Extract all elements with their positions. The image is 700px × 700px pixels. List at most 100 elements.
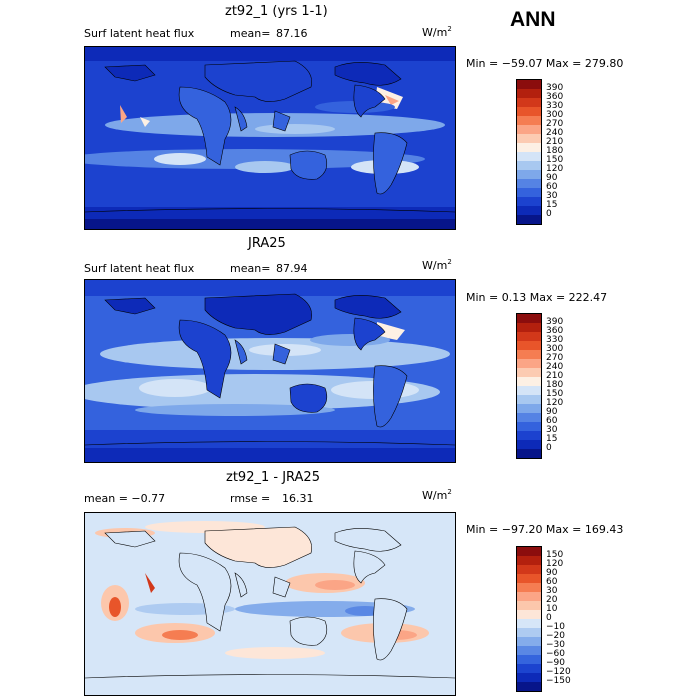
colorbar-tick-label: 60: [546, 182, 558, 192]
colorbar-tick-label: 30: [546, 425, 558, 435]
panel-3-mean-text: mean = −0.77: [84, 492, 166, 505]
colorbar-tick-label: 60: [546, 577, 558, 587]
colorbar-tick-label: 120: [546, 398, 564, 408]
colorbar-tick-label: 390: [546, 83, 564, 93]
colorbar-tick-label: 240: [546, 362, 564, 372]
panel-2-field-label: Surf latent heat flux: [84, 262, 195, 275]
colorbar-swatch: [517, 637, 541, 646]
panel-2-mean-label: mean=: [230, 262, 271, 275]
colorbar-tick-label: 0: [546, 209, 552, 219]
colorbar-swatch: [517, 556, 541, 565]
panel-3-rmse-label: rmse =: [230, 492, 271, 505]
panel-1-minmax: Min = −59.07 Max = 279.80: [466, 57, 624, 70]
colorbar-tick-label: 300: [546, 110, 564, 120]
colorbar-tick-label: 150: [546, 389, 564, 399]
colorbar-tick-label: 90: [546, 407, 558, 417]
colorbar-swatch: [517, 152, 541, 161]
panel-3-rmse-value: 16.31: [282, 492, 314, 505]
colorbar-tick-label: −90: [546, 658, 565, 668]
colorbar-tick-label: −10: [546, 622, 565, 632]
panel-1-field-label: Surf latent heat flux: [84, 27, 195, 40]
colorbar-tick-label: 210: [546, 371, 564, 381]
colorbar-swatch: [517, 197, 541, 206]
colorbar-tick-label: 330: [546, 335, 564, 345]
colorbar-tick-label: −30: [546, 640, 565, 650]
colorbar-tick-label: −20: [546, 631, 565, 641]
colorbar-swatch: [517, 107, 541, 116]
season-label: ANN: [510, 8, 556, 31]
colorbar-tick-label: 150: [546, 155, 564, 165]
colorbar-swatch: [517, 350, 541, 359]
colorbar-tick-label: 15: [546, 200, 558, 210]
colorbar-swatch: [517, 610, 541, 619]
panel-2-unit: W/m2: [422, 258, 452, 272]
panel-2-colorbar: [516, 313, 542, 459]
colorbar-swatch: [517, 134, 541, 143]
panel-1-colorbar: [516, 79, 542, 225]
colorbar-swatch: [517, 592, 541, 601]
colorbar-tick-label: 210: [546, 137, 564, 147]
panel-1-mean-label: mean=: [230, 27, 271, 40]
colorbar-swatch: [517, 655, 541, 664]
colorbar-tick-label: 10: [546, 604, 558, 614]
colorbar-tick-label: 90: [546, 173, 558, 183]
colorbar-tick-label: −150: [546, 676, 571, 686]
colorbar-tick-label: 30: [546, 191, 558, 201]
colorbar-tick-label: −120: [546, 667, 571, 677]
colorbar-tick-label: 300: [546, 344, 564, 354]
colorbar-swatch: [517, 188, 541, 197]
colorbar-swatch: [517, 395, 541, 404]
colorbar-swatch: [517, 170, 541, 179]
colorbar-tick-label: 90: [546, 568, 558, 578]
colorbar-swatch: [517, 682, 541, 691]
colorbar-tick-label: 240: [546, 128, 564, 138]
colorbar-swatch: [517, 673, 541, 682]
colorbar-swatch: [517, 377, 541, 386]
colorbar-swatch: [517, 431, 541, 440]
colorbar-swatch: [517, 179, 541, 188]
colorbar-swatch: [517, 440, 541, 449]
panel-1-mean-value: 87.16: [276, 27, 308, 40]
panel-2-map: [84, 279, 456, 463]
colorbar-swatch: [517, 547, 541, 556]
panel-2-title: JRA25: [248, 236, 286, 251]
colorbar-swatch: [517, 628, 541, 637]
colorbar-tick-label: 60: [546, 416, 558, 426]
panel-3-unit: W/m2: [422, 488, 452, 502]
colorbar-tick-label: 180: [546, 146, 564, 156]
colorbar-tick-label: 15: [546, 434, 558, 444]
colorbar-tick-label: 150: [546, 550, 564, 560]
colorbar-swatch: [517, 574, 541, 583]
colorbar-swatch: [517, 449, 541, 458]
colorbar-swatch: [517, 314, 541, 323]
colorbar-swatch: [517, 80, 541, 89]
colorbar-tick-label: 120: [546, 164, 564, 174]
colorbar-swatch: [517, 341, 541, 350]
colorbar-swatch: [517, 125, 541, 134]
panel-3-title: zt92_1 - JRA25: [226, 470, 320, 485]
colorbar-swatch: [517, 565, 541, 574]
colorbar-tick-label: 180: [546, 380, 564, 390]
panel-3-minmax: Min = −97.20 Max = 169.43: [466, 523, 624, 536]
colorbar-swatch: [517, 368, 541, 377]
colorbar-tick-label: 360: [546, 92, 564, 102]
panel-1-unit: W/m2: [422, 25, 452, 39]
colorbar-swatch: [517, 646, 541, 655]
colorbar-tick-label: 30: [546, 586, 558, 596]
colorbar-tick-label: −60: [546, 649, 565, 659]
colorbar-tick-label: 330: [546, 101, 564, 111]
colorbar-swatch: [517, 422, 541, 431]
colorbar-swatch: [517, 161, 541, 170]
colorbar-swatch: [517, 664, 541, 673]
colorbar-tick-label: 120: [546, 559, 564, 569]
colorbar-swatch: [517, 601, 541, 610]
colorbar-swatch: [517, 332, 541, 341]
colorbar-swatch: [517, 206, 541, 215]
colorbar-tick-label: 0: [546, 443, 552, 453]
colorbar-swatch: [517, 359, 541, 368]
colorbar-swatch: [517, 413, 541, 422]
colorbar-tick-label: 390: [546, 317, 564, 327]
colorbar-swatch: [517, 386, 541, 395]
colorbar-swatch: [517, 98, 541, 107]
colorbar-swatch: [517, 583, 541, 592]
